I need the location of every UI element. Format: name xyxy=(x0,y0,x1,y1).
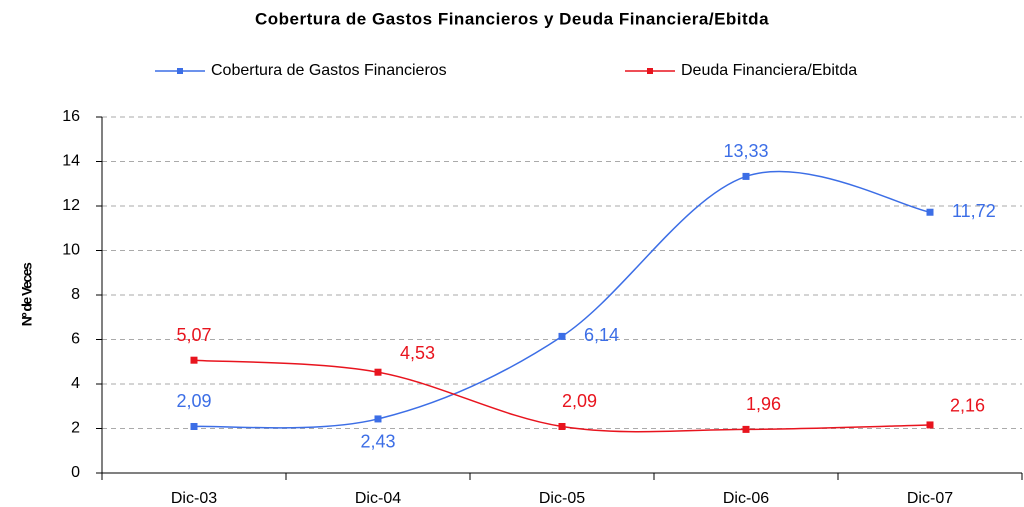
x-tick-label: Dic-05 xyxy=(539,490,585,507)
data-label: 2,09 xyxy=(562,391,597,411)
y-tick-label: 8 xyxy=(71,286,80,303)
data-label: 13,33 xyxy=(723,141,768,161)
legend-label: Cobertura de Gastos Financieros xyxy=(211,62,447,79)
point-marker xyxy=(374,368,382,376)
point-marker xyxy=(926,421,934,429)
legend-marker xyxy=(647,68,653,74)
chart-title: Cobertura de Gastos Financieros y Deuda … xyxy=(255,9,769,28)
legend-marker xyxy=(177,68,183,74)
y-tick-label: 2 xyxy=(71,420,80,437)
data-label: 1,96 xyxy=(746,394,781,414)
y-axis-label: Nº de Veces xyxy=(19,262,35,326)
data-label: 2,09 xyxy=(176,391,211,411)
point-marker xyxy=(190,422,198,430)
y-tick-label: 4 xyxy=(71,375,80,392)
x-tick-label: Dic-06 xyxy=(723,490,769,507)
data-label: 4,53 xyxy=(400,343,435,363)
point-marker xyxy=(742,172,750,180)
y-tick-label: 0 xyxy=(71,464,80,481)
data-label: 2,43 xyxy=(360,432,395,452)
data-label: 6,14 xyxy=(584,325,619,345)
point-marker xyxy=(558,332,566,340)
point-marker xyxy=(190,356,198,364)
point-marker xyxy=(558,422,566,430)
x-tick-label: Dic-03 xyxy=(171,490,217,507)
legend-label: Deuda Financiera/Ebitda xyxy=(681,62,857,79)
point-marker xyxy=(742,425,750,433)
y-tick-label: 6 xyxy=(71,331,80,348)
series-line xyxy=(193,170,931,429)
x-tick-label: Dic-07 xyxy=(907,490,953,507)
y-tick-label: 10 xyxy=(62,242,80,259)
data-label: 5,07 xyxy=(176,325,211,345)
data-label: 2,16 xyxy=(950,396,985,416)
x-tick-label: Dic-04 xyxy=(355,490,401,507)
point-marker xyxy=(926,208,934,216)
data-label: 11,72 xyxy=(952,201,996,221)
point-marker xyxy=(374,415,382,423)
y-tick-label: 14 xyxy=(62,153,80,170)
y-tick-label: 16 xyxy=(62,108,80,125)
y-tick-label: 12 xyxy=(62,197,80,214)
